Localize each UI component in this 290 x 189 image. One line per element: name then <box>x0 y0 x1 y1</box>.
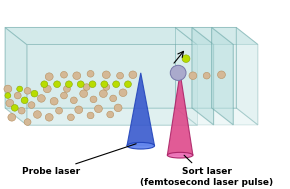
Circle shape <box>218 71 225 79</box>
Circle shape <box>70 97 77 104</box>
Circle shape <box>87 112 94 119</box>
Polygon shape <box>5 27 27 125</box>
Circle shape <box>11 105 18 111</box>
Circle shape <box>87 70 94 77</box>
Circle shape <box>6 99 14 107</box>
Circle shape <box>83 84 90 90</box>
Polygon shape <box>5 108 197 125</box>
Circle shape <box>28 102 35 108</box>
Circle shape <box>129 71 137 79</box>
Circle shape <box>170 65 186 81</box>
Circle shape <box>119 89 127 97</box>
Circle shape <box>114 104 122 112</box>
Circle shape <box>75 106 83 114</box>
Text: Sort laser
(femtosecond laser pulse): Sort laser (femtosecond laser pulse) <box>140 155 273 187</box>
Circle shape <box>14 92 21 99</box>
Circle shape <box>5 93 11 98</box>
Polygon shape <box>175 108 258 125</box>
Polygon shape <box>27 44 197 125</box>
Circle shape <box>95 105 102 113</box>
Circle shape <box>61 71 67 78</box>
Text: Probe laser: Probe laser <box>22 144 136 177</box>
Circle shape <box>67 114 74 121</box>
Circle shape <box>90 96 97 103</box>
Circle shape <box>21 97 28 104</box>
Polygon shape <box>5 27 197 44</box>
Circle shape <box>101 81 108 88</box>
Circle shape <box>189 72 197 80</box>
Circle shape <box>117 72 124 79</box>
Circle shape <box>203 72 210 79</box>
Circle shape <box>110 95 117 102</box>
Circle shape <box>8 114 16 121</box>
Circle shape <box>77 81 84 88</box>
Circle shape <box>80 90 88 98</box>
Circle shape <box>24 119 31 125</box>
Ellipse shape <box>127 142 155 149</box>
Circle shape <box>103 84 110 90</box>
Circle shape <box>4 85 12 93</box>
Polygon shape <box>5 27 175 108</box>
Circle shape <box>99 90 107 98</box>
Circle shape <box>124 81 131 88</box>
Circle shape <box>41 81 48 88</box>
Polygon shape <box>192 27 214 125</box>
Circle shape <box>107 111 114 118</box>
Circle shape <box>45 114 53 121</box>
Circle shape <box>102 71 110 79</box>
Circle shape <box>18 107 25 114</box>
Circle shape <box>113 81 119 88</box>
Circle shape <box>61 92 67 99</box>
Circle shape <box>182 55 190 62</box>
Polygon shape <box>175 27 236 108</box>
Circle shape <box>54 81 61 88</box>
Circle shape <box>73 72 81 80</box>
Circle shape <box>64 86 70 92</box>
Polygon shape <box>127 73 155 146</box>
Circle shape <box>89 81 96 88</box>
Circle shape <box>17 86 23 92</box>
Polygon shape <box>236 27 258 125</box>
Circle shape <box>37 95 45 102</box>
Circle shape <box>43 85 51 93</box>
Circle shape <box>56 107 63 114</box>
Circle shape <box>33 111 41 118</box>
Polygon shape <box>212 27 233 125</box>
Ellipse shape <box>167 152 193 158</box>
Circle shape <box>45 73 53 81</box>
Circle shape <box>66 81 72 88</box>
Circle shape <box>50 98 58 105</box>
Circle shape <box>24 88 31 94</box>
Polygon shape <box>167 73 193 155</box>
Polygon shape <box>175 27 258 44</box>
Circle shape <box>31 90 38 97</box>
